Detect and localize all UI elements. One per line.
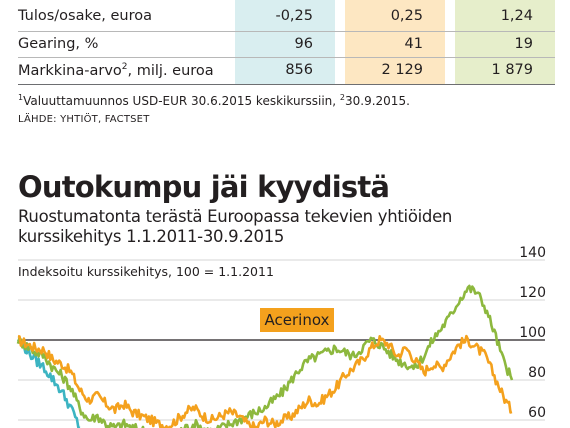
table-row: Gearing, % 96 41 19 [0, 32, 570, 58]
y-tick-label: 100 [519, 325, 546, 341]
row-divider [18, 31, 555, 32]
table-cell: 2 129 [381, 62, 423, 78]
table-row: Markkina-arvo2, milj. euroa 856 2 129 1 … [0, 58, 570, 84]
series-line-acerinox [17, 334, 513, 428]
footnote-text: 30.9.2015. [345, 94, 410, 108]
table-cell: 1,24 [500, 8, 533, 24]
table-bottom-rule [18, 84, 555, 85]
column-background-1 [235, 0, 335, 84]
chart-subtitle: Ruostumatonta terästä Euroopassa tekevie… [18, 207, 453, 246]
row-label: Markkina-arvo2, milj. euroa [18, 62, 214, 79]
table-row: Tulos/osake, euroa -0,25 0,25 1,24 [0, 4, 570, 30]
chart-title: Outokumpu jäi kyydistä [18, 170, 390, 204]
y-tick-label: 140 [519, 245, 546, 261]
series-label-box [260, 308, 334, 332]
table-cell: 856 [285, 62, 313, 78]
series-line-green [16, 284, 514, 428]
table-footnote: 1Valuuttamuunnos USD-EUR 30.6.2015 keski… [18, 93, 410, 108]
chart-index-note: Indeksoitu kurssikehitys, 100 = 1.1.2011 [18, 264, 274, 279]
table-cell: 19 [514, 36, 533, 52]
row-label: Gearing, % [18, 36, 99, 52]
table-cell: 41 [404, 36, 423, 52]
footnote-marker: 2 [121, 62, 128, 72]
footnote-marker: 2 [339, 93, 345, 102]
source-line: LÄHDE: YHTIÖT, FACTSET [18, 114, 150, 125]
row-label-text: Markkina-arvo [18, 62, 122, 79]
footnote-marker: 1 [18, 93, 24, 102]
y-tick-label: 120 [519, 285, 546, 301]
footnote-text: Valuuttamuunnos USD-EUR 30.6.2015 keskik… [23, 94, 337, 108]
y-tick-label: 80 [528, 365, 546, 381]
series-label-acerinox: Acerinox [265, 311, 330, 329]
table-cell: 96 [294, 36, 313, 52]
y-tick-label: 60 [528, 405, 546, 421]
table-cell: 0,25 [390, 8, 423, 24]
table-cell: -0,25 [275, 8, 313, 24]
row-divider [18, 57, 555, 58]
table-cell: 1 879 [491, 62, 533, 78]
column-background-2 [345, 0, 445, 84]
row-label-suffix: , milj. euroa [127, 62, 214, 79]
column-background-3 [455, 0, 555, 84]
row-label: Tulos/osake, euroa [18, 8, 153, 24]
